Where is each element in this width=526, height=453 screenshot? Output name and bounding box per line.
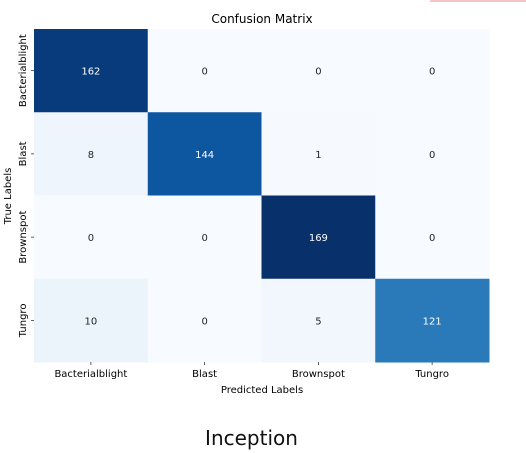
y-tick-labels: Bacterialblight Blast Brownspot Tungro	[18, 34, 34, 338]
cell-3-2	[261, 278, 376, 363]
cell-0-1	[147, 29, 262, 113]
heatmap-cells: 162 0 0 08 144 1 00 0 169 010 0 5 121	[34, 29, 490, 363]
cell-0-3	[375, 29, 490, 113]
cell-value-0-3: 0	[429, 67, 435, 78]
cell-value-0-0: 162	[81, 67, 100, 78]
cell-value-1-2: 1	[315, 150, 321, 161]
cell-value-1-0: 8	[88, 150, 94, 161]
cell-1-2	[261, 112, 376, 196]
cell-2-2	[261, 195, 376, 280]
cell-value-1-1: 144	[195, 150, 214, 161]
cell-value-3-1: 0	[201, 316, 207, 327]
cell-value-1-3: 0	[429, 150, 435, 161]
cell-value-2-2: 169	[309, 233, 328, 244]
cell-value-3-3: 121	[423, 316, 442, 327]
y-tick-label-0: Bacterialblight	[18, 34, 29, 107]
chart-title: Confusion Matrix	[211, 12, 312, 26]
cell-value-0-2: 0	[315, 67, 321, 78]
cell-1-0	[34, 112, 149, 196]
cell-3-1	[147, 278, 262, 363]
cell-value-2-0: 0	[88, 233, 94, 244]
cell-value-3-0: 10	[85, 316, 98, 327]
x-tick-label-0: Bacterialblight	[54, 369, 127, 380]
cell-2-1	[147, 195, 262, 280]
cell-value-3-2: 5	[315, 316, 321, 327]
x-tick-label-3: Tungro	[414, 369, 449, 380]
top-edge-strip	[430, 0, 526, 2]
x-tick-labels: Bacterialblight Blast Brownspot Tungro	[54, 362, 449, 380]
cell-value-2-1: 0	[201, 233, 207, 244]
cell-1-3	[375, 112, 490, 196]
cell-1-1	[147, 112, 262, 196]
y-tick-label-2: Brownspot	[18, 211, 29, 264]
cell-value-0-1: 0	[201, 67, 207, 78]
cell-2-0	[34, 195, 149, 280]
cell-3-0	[34, 278, 149, 363]
cell-0-2	[261, 29, 376, 113]
y-tick-label-1: Blast	[18, 141, 29, 166]
x-axis-label: Predicted Labels	[221, 385, 303, 396]
y-tick-label-3: Tungro	[18, 304, 29, 339]
cell-2-3	[375, 195, 490, 280]
cell-3-3	[375, 278, 490, 363]
x-tick-label-1: Blast	[192, 369, 217, 380]
figure-caption: Inception	[205, 426, 298, 450]
x-tick-label-2: Brownspot	[292, 369, 345, 380]
cell-value-2-3: 0	[429, 233, 435, 244]
y-axis-label: True Labels	[3, 168, 14, 226]
confusion-matrix-chart: Confusion Matrix 162 0 0 08 144 1 00 0 169 010 0 5 1…	[3, 12, 490, 396]
cell-0-0	[34, 29, 149, 113]
